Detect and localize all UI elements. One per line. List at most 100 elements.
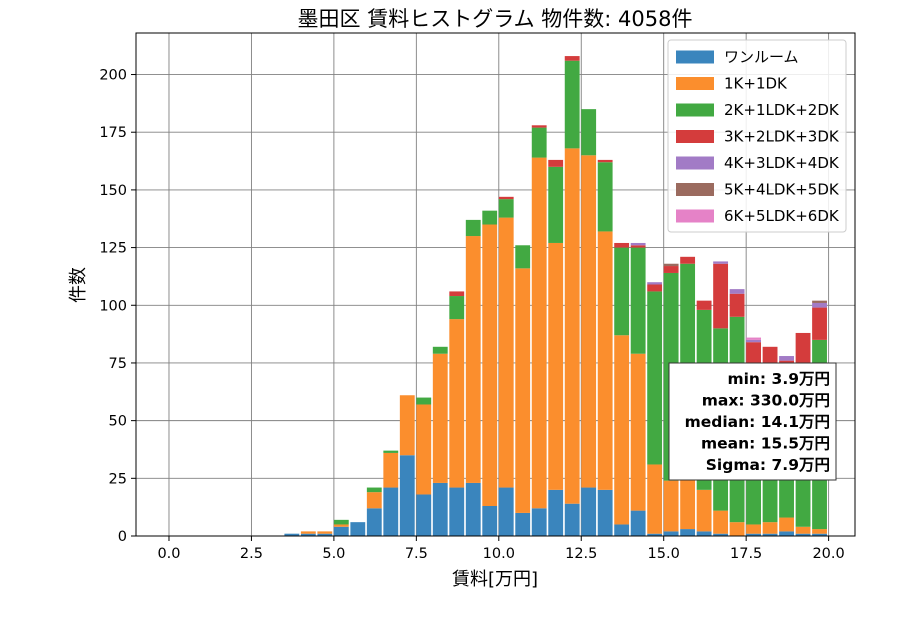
legend: ワンルーム 1K+1DK 2K+1LDK+2DK 3K+2LDK+3DK 4K+3LDK…	[667, 39, 847, 233]
legend-label: 5K+4LDK+5DK	[724, 181, 840, 199]
x-tick-label: 5.0	[322, 546, 345, 562]
bar-segment	[713, 533, 729, 536]
bar-segment	[548, 489, 564, 536]
bar-segment	[432, 346, 448, 354]
bar-segment	[713, 263, 729, 329]
x-tick-label: 12.5	[565, 546, 597, 562]
bar-segment	[416, 397, 432, 405]
legend-label: 6K+5LDK+6DK	[724, 207, 840, 225]
bar-segment	[300, 533, 316, 536]
legend-swatch	[676, 209, 714, 223]
bar-segment	[366, 487, 382, 493]
y-tick-label: 25	[109, 471, 127, 487]
y-tick-label: 75	[109, 356, 127, 372]
bar-segment	[795, 332, 811, 366]
bar-segment	[317, 531, 333, 534]
y-tick-label: 175	[99, 125, 127, 141]
bar-segment	[795, 526, 811, 534]
legend-swatch	[676, 183, 714, 196]
bar-segment	[383, 487, 399, 536]
bar-segment	[531, 125, 547, 128]
bar-segment	[630, 247, 646, 354]
bar-segment	[779, 531, 794, 536]
bar-segment	[663, 531, 679, 536]
bar-segment	[729, 522, 745, 536]
bar-segment	[597, 162, 613, 232]
bar-segment	[630, 245, 646, 248]
bar-segment	[647, 464, 663, 534]
bar-segment	[515, 268, 531, 513]
bar-segment	[449, 296, 465, 320]
bar-segment	[614, 242, 630, 248]
y-axis-ticks: 0 25 50 75 100 125 150 175 200	[99, 68, 136, 545]
y-tick-label: 0	[118, 529, 127, 545]
bar-segment	[300, 531, 316, 534]
stats-line: max: 330.0万円	[702, 392, 830, 410]
bar-segment	[795, 533, 811, 536]
bar-segment	[647, 284, 663, 292]
bar-segment	[284, 533, 300, 536]
y-tick-label: 125	[99, 241, 127, 257]
bar-segment	[564, 56, 580, 61]
x-axis-ticks: 0.0 2.5 5.0 7.5 10.0 12.5 15.0 17.5 20.0	[157, 536, 845, 562]
x-tick-label: 2.5	[240, 546, 263, 562]
bar-segment	[647, 533, 663, 536]
legend-label: 3K+2LDK+3DK	[724, 128, 840, 146]
legend-label: 2K+1LDK+2DK	[724, 101, 840, 119]
x-tick-label: 20.0	[812, 546, 844, 562]
stats-line: min: 3.9万円	[727, 370, 830, 388]
bar-segment	[548, 159, 564, 167]
bar-segment	[564, 60, 580, 149]
bar-segment	[696, 300, 712, 310]
bar-segment	[449, 487, 465, 536]
bar-segment	[465, 219, 481, 237]
stats-line: mean: 15.5万円	[701, 435, 830, 453]
y-axis-label: 件数	[68, 267, 89, 303]
legend-swatch	[676, 156, 714, 170]
bar-segment	[680, 256, 696, 264]
bar-segment	[482, 224, 498, 507]
y-tick-label: 200	[99, 68, 127, 84]
bar-segment	[746, 339, 762, 343]
x-tick-label: 7.5	[405, 546, 428, 562]
legend-swatch	[676, 77, 714, 90]
bar-segment	[812, 533, 827, 536]
chart-title: 墨田区 賃料ヒストグラム 物件数: 4058件	[298, 7, 693, 31]
bar-segment	[746, 337, 762, 340]
y-tick-label: 100	[99, 298, 127, 314]
stats-line: Sigma: 7.9万円	[706, 456, 830, 474]
bar-segment	[465, 482, 481, 536]
bar-segment	[564, 503, 580, 536]
bar-segment	[630, 510, 646, 536]
bar-segment	[647, 291, 663, 465]
bar-segment	[498, 487, 514, 536]
bar-segment	[383, 452, 399, 488]
bar-segment	[317, 533, 333, 536]
bar-segment	[663, 480, 679, 532]
legend-swatch	[676, 50, 714, 64]
bar-segment	[399, 395, 415, 456]
bar-segment	[515, 245, 531, 269]
bar-segment	[812, 300, 827, 303]
bar-segment	[680, 529, 696, 536]
bar-segment	[597, 489, 613, 536]
bar-segment	[333, 524, 349, 527]
plot-frame	[135, 32, 856, 537]
x-tick-label: 0.0	[157, 546, 180, 562]
bar-segment	[762, 522, 778, 534]
legend-label: ワンルーム	[724, 48, 799, 66]
bar-segment	[564, 148, 580, 504]
bar-segment	[581, 109, 597, 156]
bar-segment	[465, 236, 481, 483]
bar-segment	[614, 335, 630, 525]
bar-segment	[746, 524, 762, 534]
bar-segment	[531, 508, 547, 536]
bar-segment	[713, 510, 729, 534]
legend-label: 1K+1DK	[724, 75, 788, 93]
bar-segment	[812, 529, 827, 534]
bar-segment	[614, 247, 630, 336]
bar-segment	[779, 517, 794, 532]
bar-segment	[663, 263, 679, 267]
bar-segment	[663, 266, 679, 273]
